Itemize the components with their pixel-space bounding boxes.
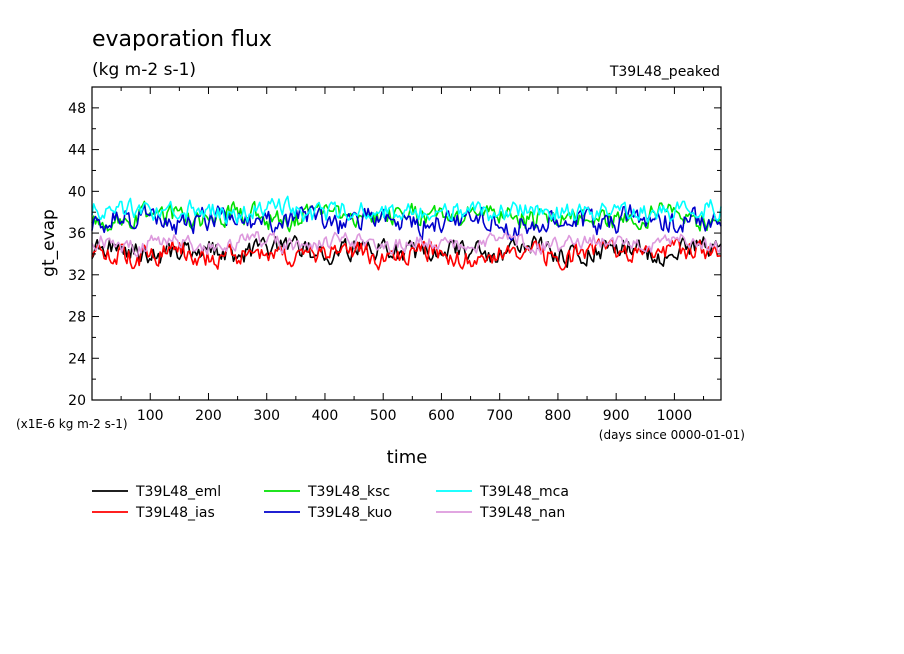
series-line-T39L48_nan xyxy=(91,231,722,258)
y-tick-label: 28 xyxy=(68,310,86,326)
x-unit-label: (days since 0000-01-01) xyxy=(599,428,745,442)
y-tick-label: 40 xyxy=(68,184,86,200)
x-tick-label: 400 xyxy=(312,408,339,424)
series-layer xyxy=(91,195,722,271)
legend-label-T39L48_nan: T39L48_nan xyxy=(479,505,565,521)
x-tick-label: 900 xyxy=(603,408,630,424)
y-tick-label: 20 xyxy=(68,393,86,409)
series-line-T39L48_kuo xyxy=(91,204,722,241)
series-line-T39L48_mca xyxy=(91,195,722,225)
legend-label-T39L48_ias: T39L48_ias xyxy=(135,505,215,521)
y-tick-label: 32 xyxy=(68,268,86,284)
chart-title: evaporation flux xyxy=(92,27,272,52)
x-tick-label: 100 xyxy=(137,408,164,424)
chart-annotation: T39L48_peaked xyxy=(609,64,720,80)
x-tick-label: 200 xyxy=(195,408,222,424)
x-axis-label: time xyxy=(387,447,428,468)
legend-label-T39L48_ksc: T39L48_ksc xyxy=(307,484,390,500)
y-tick-label: 48 xyxy=(68,101,86,117)
y-axis-label: gt_evap xyxy=(39,209,59,277)
legend-label-T39L48_kuo: T39L48_kuo xyxy=(307,505,392,521)
x-tick-label: 800 xyxy=(545,408,572,424)
y-tick-label: 36 xyxy=(68,226,86,242)
x-tick-label: 500 xyxy=(370,408,397,424)
legend-label-T39L48_mca: T39L48_mca xyxy=(479,484,569,500)
y-tick-label: 44 xyxy=(68,143,86,159)
legend-label-T39L48_eml: T39L48_eml xyxy=(135,484,221,500)
y-tick-label: 24 xyxy=(68,351,86,367)
axis-layer: 20 24 28 32 36 40 44 48 100 200 300 400 500 600 700 800… xyxy=(68,86,721,424)
plot-frame xyxy=(91,86,722,401)
y-unit-label: (x1E-6 kg m-2 s-1) xyxy=(16,417,128,431)
x-tick-label: 1000 xyxy=(657,408,693,424)
x-tick-label: 700 xyxy=(486,408,513,424)
x-tick-label: 300 xyxy=(253,408,280,424)
chart-subtitle: (kg m-2 s-1) xyxy=(92,60,196,80)
x-tick-label: 600 xyxy=(428,408,455,424)
series-line-T39L48_ias xyxy=(91,237,721,271)
legend: T39L48_eml T39L48_ksc T39L48_mca T39L48_ias… xyxy=(92,484,569,521)
